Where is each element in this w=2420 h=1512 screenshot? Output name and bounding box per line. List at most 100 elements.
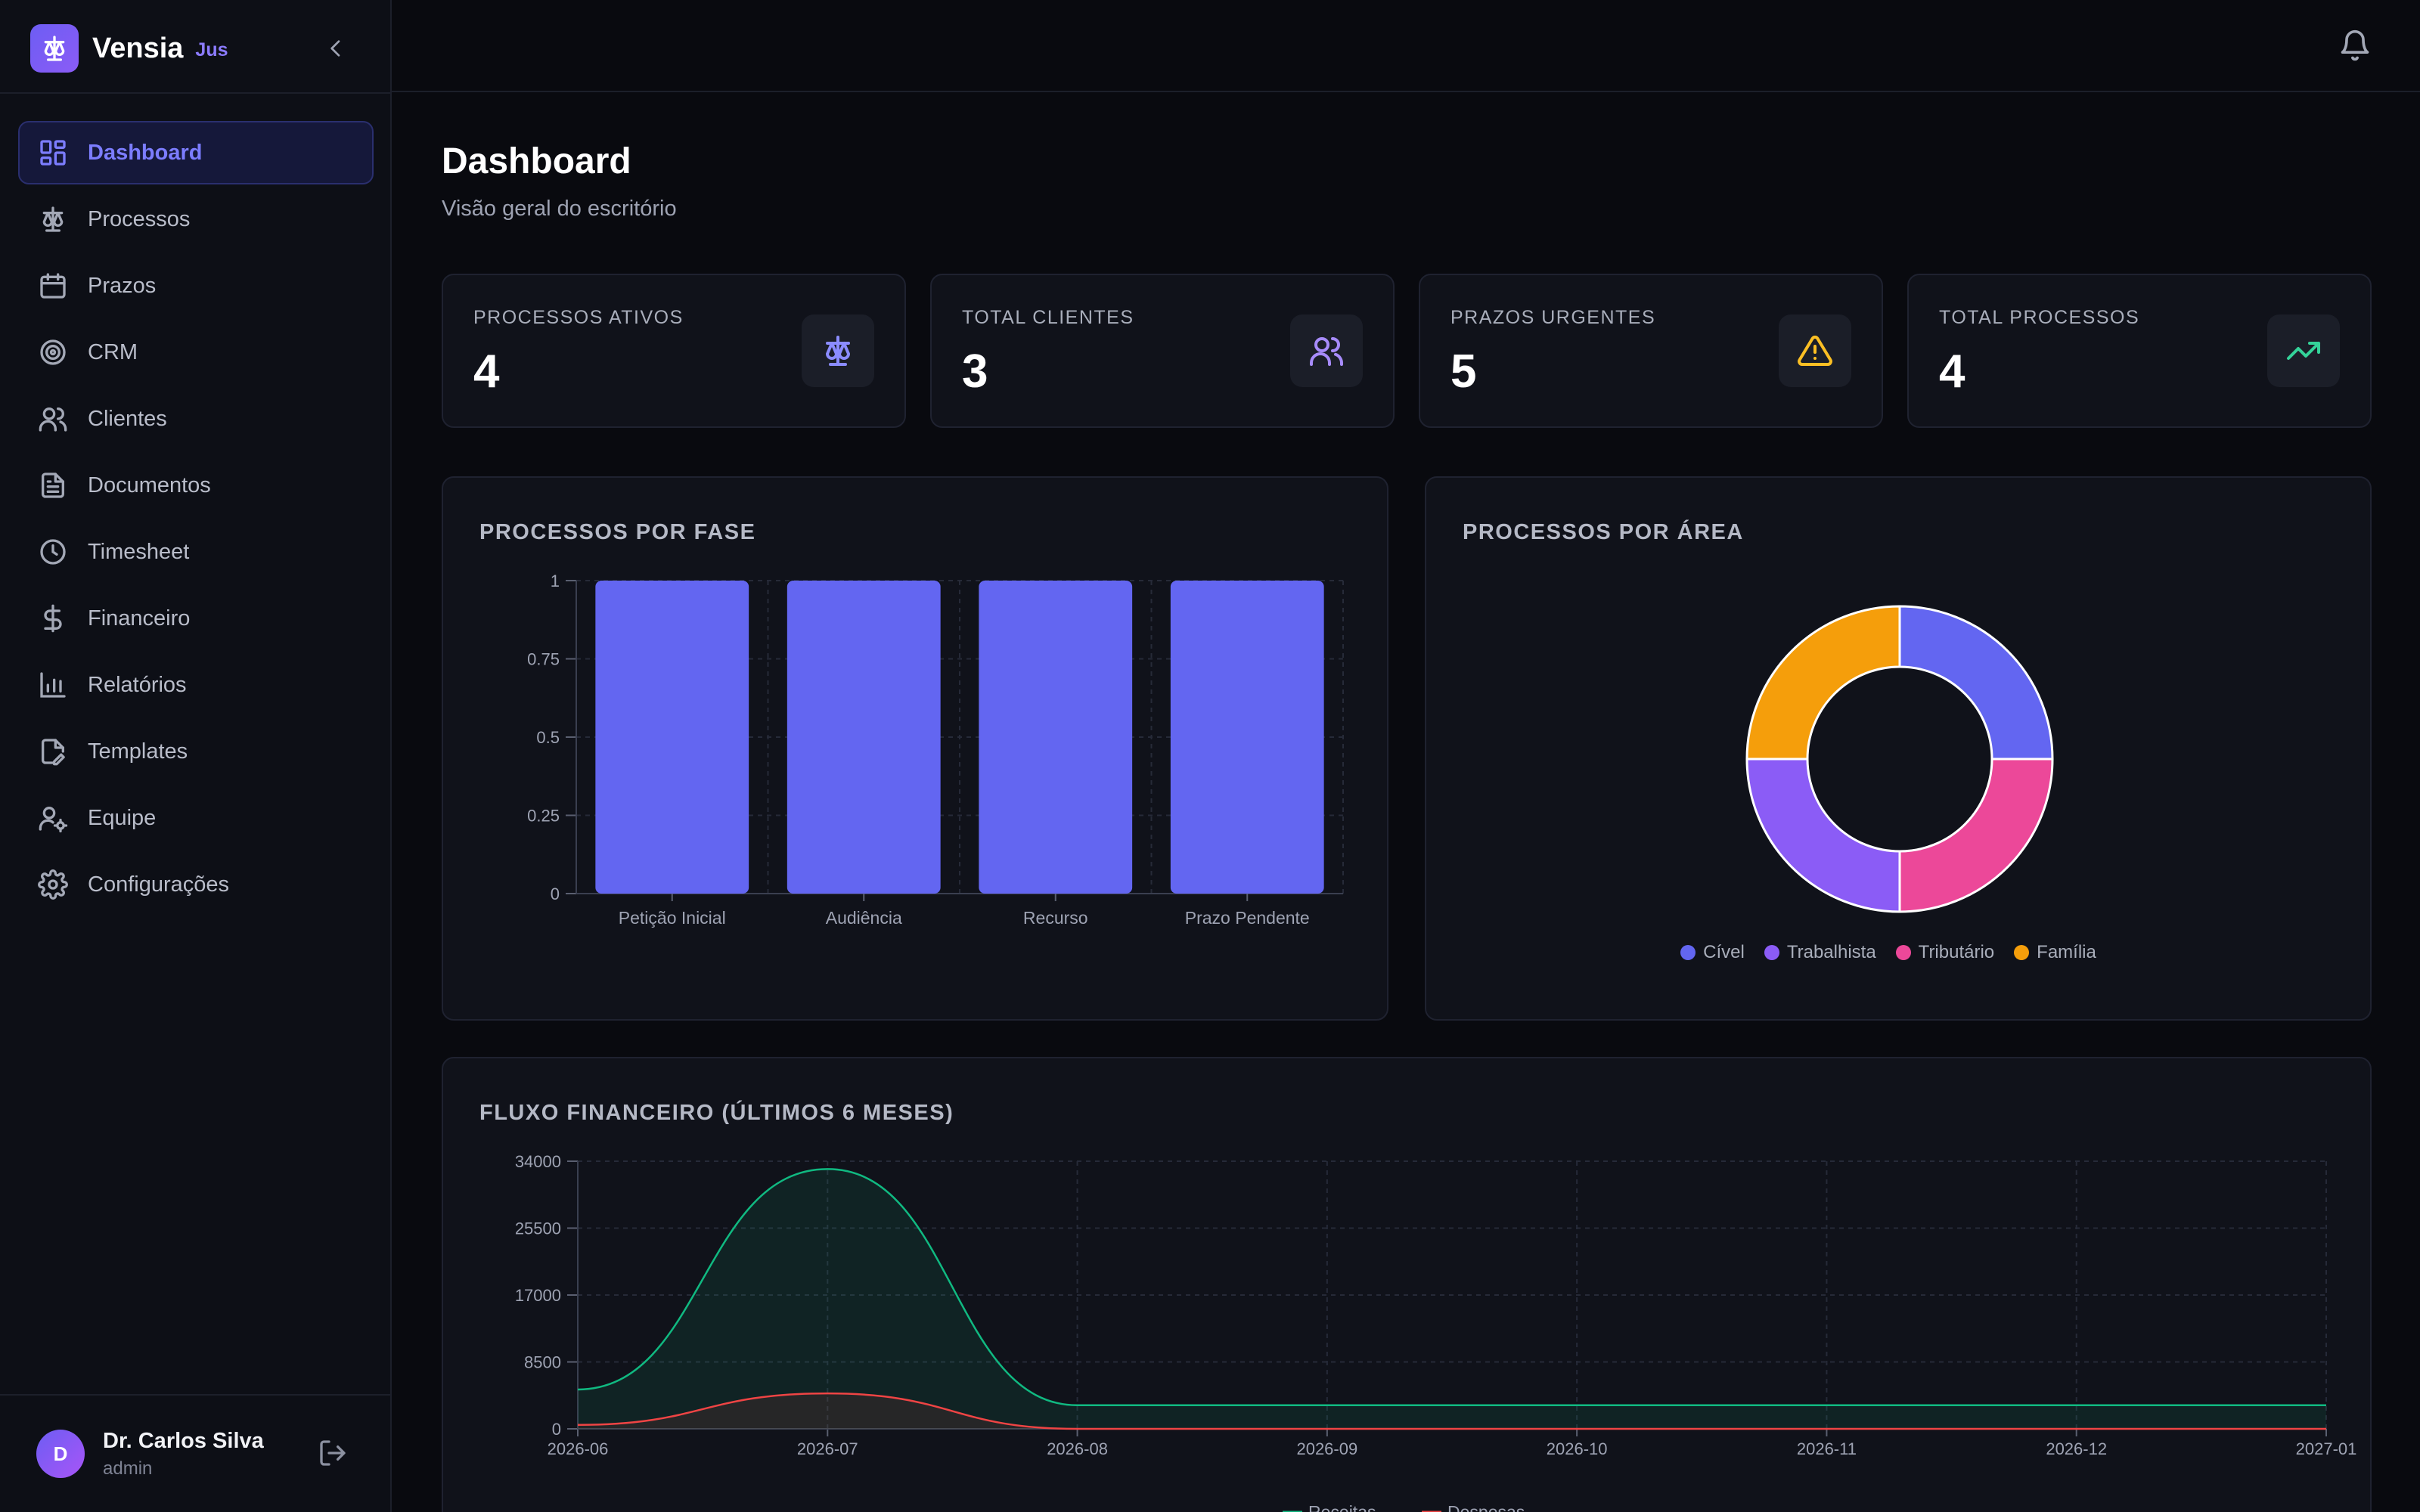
page-title: Dashboard bbox=[442, 141, 631, 181]
x-tick-label: 2026-09 bbox=[1296, 1439, 1357, 1458]
bell-icon bbox=[2341, 29, 2369, 61]
y-tick-label: 25500 bbox=[515, 1219, 561, 1238]
panel-title: FLUXO FINANCEIRO (ÚLTIMOS 6 MESES) bbox=[479, 1101, 954, 1125]
legend-item[interactable]: Tributário bbox=[1895, 942, 1995, 963]
legend-item[interactable]: Cível bbox=[1680, 942, 1745, 963]
sidebar-item-label: Timesheet bbox=[88, 539, 190, 564]
user-name: Dr. Carlos Silva bbox=[103, 1428, 264, 1453]
stat-label: PRAZOS URGENTES bbox=[1450, 307, 1656, 328]
donut-chart bbox=[1745, 605, 2054, 913]
pie-slice bbox=[1898, 758, 2054, 913]
bar bbox=[786, 581, 941, 894]
sidebar-item-label: Templates bbox=[88, 739, 188, 764]
users-icon bbox=[1290, 314, 1363, 387]
y-tick-label: 0 bbox=[552, 1420, 561, 1439]
sidebar-item-prazos[interactable]: Prazos bbox=[18, 254, 374, 318]
topbar bbox=[392, 0, 2420, 92]
x-tick-label: 2026-07 bbox=[797, 1439, 858, 1458]
sidebar-item-label: CRM bbox=[88, 339, 138, 364]
x-tick-label: Audiência bbox=[826, 908, 902, 928]
stat-card-prazos-urgentes[interactable]: PRAZOS URGENTES 5 bbox=[1419, 274, 1883, 428]
x-tick-label: 2026-06 bbox=[548, 1439, 609, 1458]
stat-label: TOTAL PROCESSOS bbox=[1939, 307, 2140, 328]
collapse-sidebar-button[interactable] bbox=[318, 30, 354, 67]
trending-up-icon bbox=[2267, 314, 2340, 387]
sidebar-item-templates[interactable]: Templates bbox=[18, 720, 374, 783]
sidebar-item-timesheet[interactable]: Timesheet bbox=[18, 520, 374, 584]
legend-label: Tributário bbox=[1918, 942, 1995, 962]
stat-card-total-processos[interactable]: TOTAL PROCESSOS 4 bbox=[1907, 274, 2372, 428]
brand-logo-icon bbox=[30, 24, 79, 73]
sidebar-item-clientes[interactable]: Clientes bbox=[18, 387, 374, 451]
bar bbox=[595, 581, 749, 894]
area-fill bbox=[578, 1393, 2326, 1429]
scale-icon bbox=[38, 204, 68, 234]
y-tick-label: 34000 bbox=[515, 1152, 561, 1171]
sidebar-item-configuracoes[interactable]: Configurações bbox=[18, 853, 374, 916]
legend-swatch bbox=[1764, 945, 1779, 960]
sidebar-item-label: Equipe bbox=[88, 805, 157, 830]
gear-icon bbox=[38, 869, 68, 900]
bar-chart-icon bbox=[38, 670, 68, 700]
legend-label: Trabalhista bbox=[1786, 942, 1876, 962]
scale-icon bbox=[802, 314, 874, 387]
legend-label: Despesas bbox=[1447, 1502, 1525, 1512]
panel-title: PROCESSOS POR ÁREA bbox=[1463, 520, 1744, 544]
x-tick-label: Prazo Pendente bbox=[1185, 908, 1310, 928]
sidebar-item-label: Configurações bbox=[88, 872, 229, 897]
sidebar-nav: Dashboard Processos Prazos CRM Clientes bbox=[18, 121, 374, 919]
sidebar-item-label: Documentos bbox=[88, 472, 211, 497]
legend-item: Despesas bbox=[1422, 1502, 1525, 1512]
pie-slice bbox=[1898, 605, 2054, 761]
panel-processos-por-area: PROCESSOS POR ÁREA Cível Trabalhista Tribu… bbox=[1425, 476, 2372, 1021]
sidebar-item-label: Financeiro bbox=[88, 606, 191, 631]
legend-item[interactable]: Trabalhista bbox=[1764, 942, 1876, 963]
notifications-button[interactable] bbox=[2338, 29, 2372, 62]
legend-label: Receitas bbox=[1308, 1502, 1376, 1512]
stat-card-processos-ativos[interactable]: PROCESSOS ATIVOS 4 bbox=[442, 274, 906, 428]
legend-item[interactable]: Família bbox=[2014, 942, 2096, 963]
sidebar-item-label: Dashboard bbox=[88, 140, 203, 165]
y-tick-label: 0.25 bbox=[527, 807, 560, 826]
y-tick-label: 0.5 bbox=[536, 728, 560, 747]
bar bbox=[1170, 581, 1324, 894]
sidebar-item-label: Processos bbox=[88, 206, 191, 231]
sidebar-item-crm[interactable]: CRM bbox=[18, 321, 374, 384]
legend-item: Receitas bbox=[1283, 1502, 1376, 1512]
sidebar-item-processos[interactable]: Processos bbox=[18, 187, 374, 251]
sidebar-item-dashboard[interactable]: Dashboard bbox=[18, 121, 374, 184]
sidebar-item-relatorios[interactable]: Relatórios bbox=[18, 653, 374, 717]
file-edit-icon bbox=[38, 736, 68, 767]
stat-label: PROCESSOS ATIVOS bbox=[473, 307, 684, 328]
panel-title: PROCESSOS POR FASE bbox=[479, 520, 756, 544]
sidebar-divider bbox=[0, 92, 390, 94]
warning-icon bbox=[1779, 314, 1851, 387]
pie-slice bbox=[1745, 758, 1901, 913]
stat-value: 3 bbox=[962, 345, 988, 398]
user-divider bbox=[0, 1394, 390, 1396]
x-tick-label: 2026-11 bbox=[1797, 1439, 1857, 1458]
x-tick-label: 2026-08 bbox=[1047, 1439, 1108, 1458]
sidebar-item-label: Relatórios bbox=[88, 672, 187, 697]
sidebar-item-documentos[interactable]: Documentos bbox=[18, 454, 374, 517]
user-profile[interactable]: D Dr. Carlos Silva admin bbox=[36, 1429, 264, 1479]
avatar: D bbox=[36, 1430, 85, 1478]
series-line bbox=[577, 1392, 2326, 1430]
users-icon bbox=[38, 404, 68, 434]
user-cog-icon bbox=[38, 803, 68, 833]
bar bbox=[979, 581, 1133, 894]
x-tick-label: 2027-01 bbox=[2296, 1439, 2357, 1458]
brand[interactable]: Vensia Jus bbox=[30, 24, 228, 73]
sidebar-item-equipe[interactable]: Equipe bbox=[18, 786, 374, 850]
stat-card-total-clientes[interactable]: TOTAL CLIENTES 3 bbox=[930, 274, 1395, 428]
x-tick-label: 2026-10 bbox=[1547, 1439, 1608, 1458]
logout-button[interactable] bbox=[318, 1438, 348, 1468]
brand-name: Vensia bbox=[92, 32, 184, 64]
sidebar-item-financeiro[interactable]: Financeiro bbox=[18, 587, 374, 650]
document-icon bbox=[38, 470, 68, 500]
stat-label: TOTAL CLIENTES bbox=[962, 307, 1134, 328]
user-role: admin bbox=[103, 1458, 153, 1479]
y-tick-label: 17000 bbox=[515, 1286, 561, 1305]
sidebar-item-label: Clientes bbox=[88, 406, 167, 431]
legend-label: Cível bbox=[1703, 942, 1745, 962]
